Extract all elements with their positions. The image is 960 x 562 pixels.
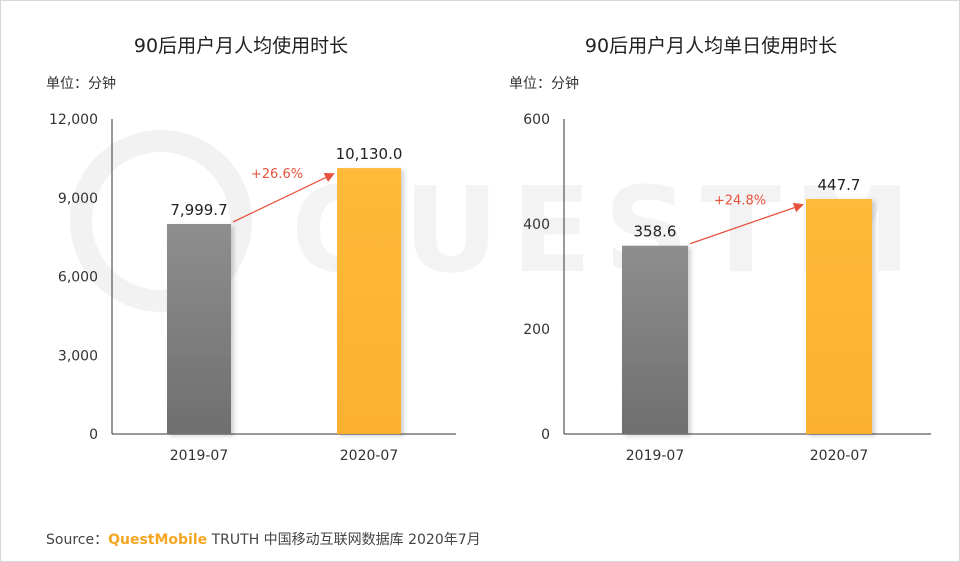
unit-label-right: 单位：分钟 [509,76,579,92]
y-tick-label: 9,000 [58,191,98,207]
y-tick-label: 6,000 [58,270,98,286]
growth-label: +26.6% [251,167,303,182]
bar-chart-left: 0 3,000 6,000 9,000 12,000 7,999.7 2019-07 10,1… [49,112,456,464]
growth-arrow [689,202,804,245]
bar-value-label: 447.7 [818,176,861,194]
source-detail: TRUTH 中国移动互联网数据库 2020年7月 [211,532,481,548]
x-tick-label: 2019-07 [170,448,229,464]
y-tick-label: 0 [541,427,550,443]
y-tick-label: 12,000 [49,112,98,128]
x-tick-label: 2019-07 [626,448,685,464]
growth-arrow [232,173,335,223]
bar-value-label: 7,999.7 [170,201,227,219]
growth-label: +24.8% [714,193,766,208]
unit-label-left: 单位：分钟 [46,76,116,92]
bar-2019-07 [622,245,688,434]
source-label: Source： [46,532,109,548]
y-tick-label: 0 [89,427,98,443]
bar-2020-07 [337,168,401,434]
bar-value-label: 10,130.0 [336,145,403,163]
bar-value-label: 358.6 [634,223,677,241]
y-tick-label: 200 [523,322,550,338]
chart-title-left: 90后用户月人均使用时长 [133,35,349,57]
bar-2019-07 [167,224,231,434]
source-footer: Source：QuestMobile TRUTH 中国移动互联网数据库 2020… [46,529,481,549]
chart-title-right: 90后用户月人均单日使用时长 [584,35,838,57]
y-tick-label: 400 [523,217,550,233]
bar-chart-right: 0 200 400 600 358.6 2019-07 447.7 2020-07 +24.8% [523,112,931,464]
bar-2020-07 [806,198,872,434]
y-tick-label: 600 [523,112,550,128]
source-brand: QuestMobile [108,532,208,548]
y-tick-label: 3,000 [58,348,98,364]
x-tick-label: 2020-07 [810,448,869,464]
x-tick-label: 2020-07 [340,448,399,464]
